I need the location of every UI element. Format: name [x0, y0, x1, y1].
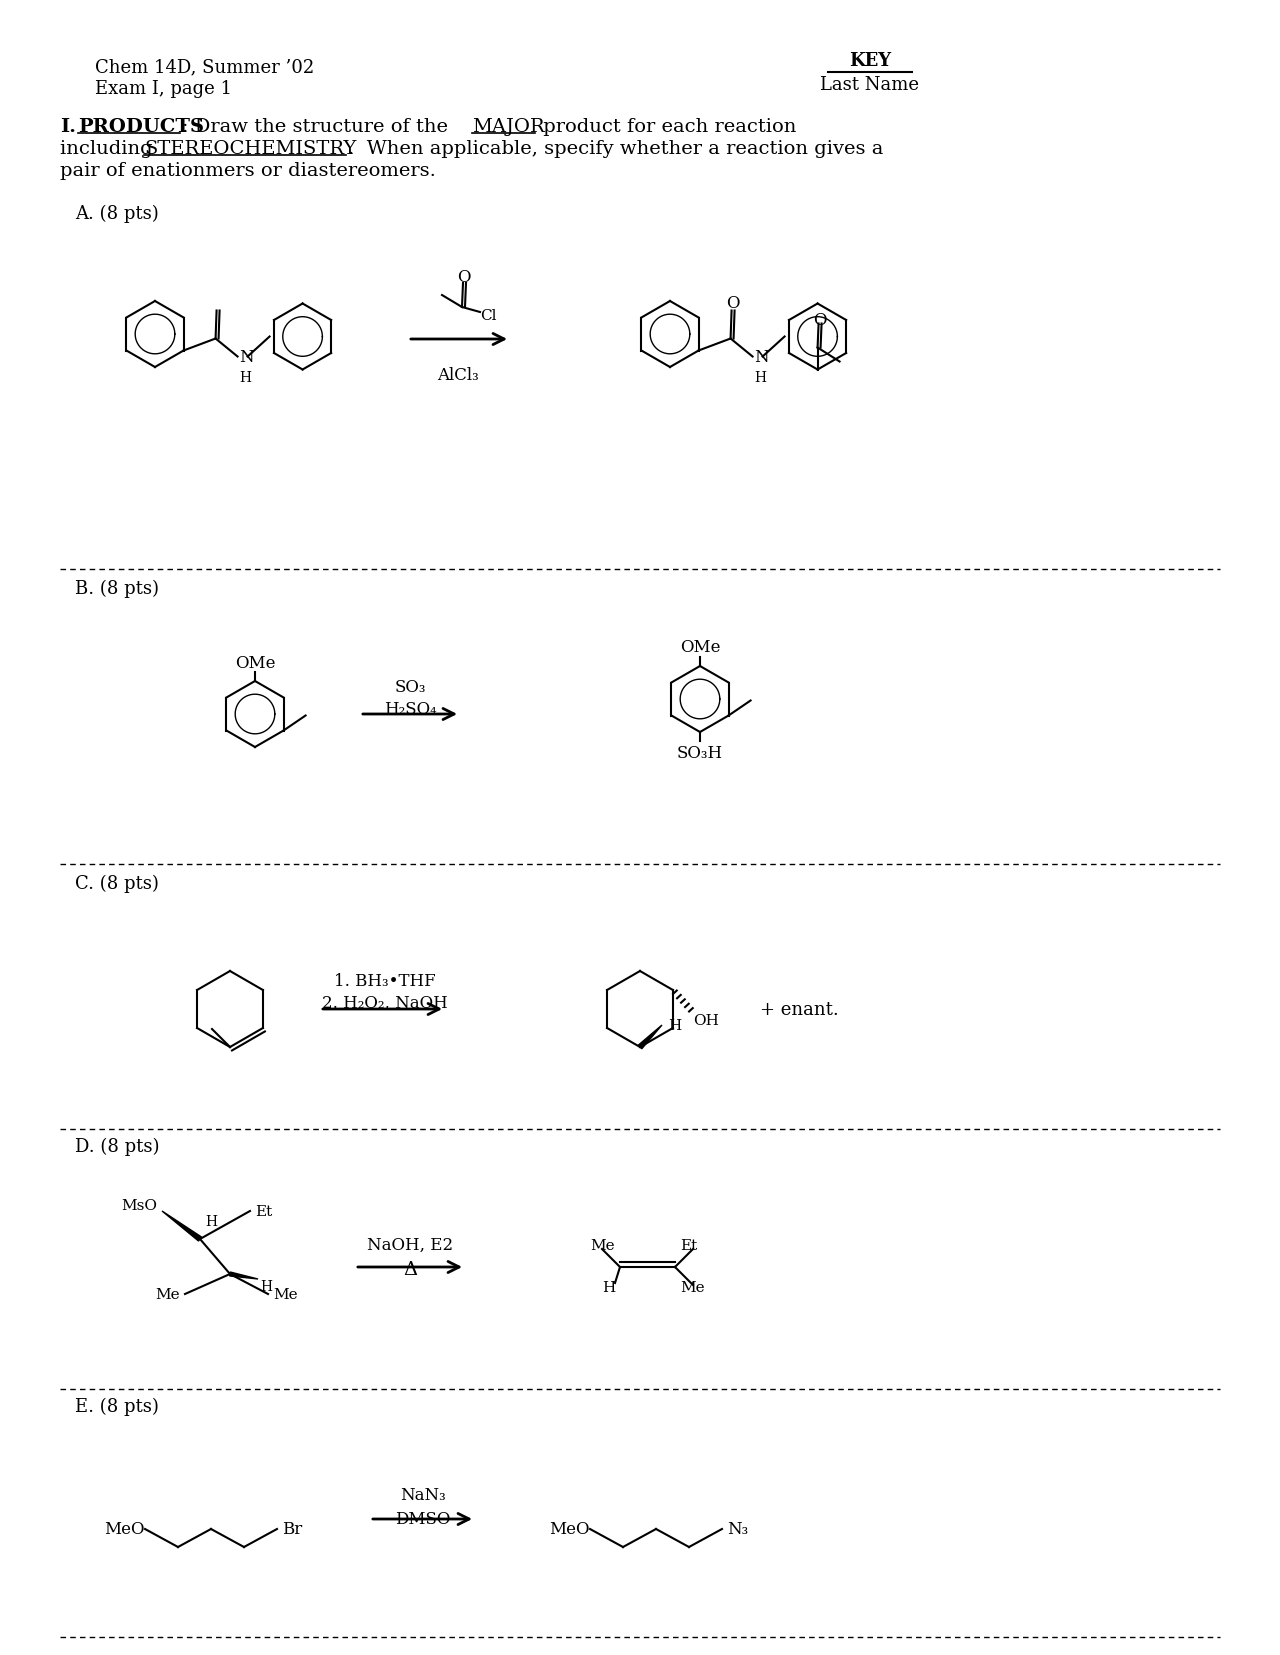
Text: C. (8 pts): C. (8 pts): [76, 874, 159, 892]
Text: AlCl₃: AlCl₃: [438, 366, 479, 384]
Text: H: H: [755, 371, 767, 386]
Text: 2. H₂O₂, NaOH: 2. H₂O₂, NaOH: [323, 995, 448, 1011]
Text: OH: OH: [692, 1013, 719, 1028]
Text: H: H: [260, 1279, 273, 1293]
Text: H: H: [239, 371, 252, 386]
Text: Et: Et: [255, 1205, 273, 1218]
Text: STEREOCHEMISTRY: STEREOCHEMISTRY: [143, 141, 356, 157]
Text: E. (8 pts): E. (8 pts): [76, 1397, 159, 1415]
Text: KEY: KEY: [849, 51, 891, 70]
Text: Me: Me: [155, 1288, 180, 1301]
Text: Me: Me: [590, 1238, 614, 1253]
Text: H: H: [205, 1215, 218, 1228]
Text: MAJOR: MAJOR: [472, 118, 545, 136]
Text: 1. BH₃•THF: 1. BH₃•THF: [334, 973, 436, 990]
Text: PRODUCTS: PRODUCTS: [78, 118, 204, 136]
Text: Chem 14D, Summer ’02: Chem 14D, Summer ’02: [95, 58, 315, 76]
Text: OMe: OMe: [680, 639, 721, 655]
Polygon shape: [163, 1211, 201, 1241]
Text: .  When applicable, specify whether a reaction gives a: . When applicable, specify whether a rea…: [348, 141, 883, 157]
Text: NaOH, E2: NaOH, E2: [367, 1236, 453, 1253]
Text: Δ: Δ: [403, 1259, 417, 1278]
Text: H₂SO₄: H₂SO₄: [384, 702, 436, 718]
Text: B. (8 pts): B. (8 pts): [76, 579, 159, 597]
Text: O: O: [813, 311, 827, 329]
Text: Me: Me: [273, 1288, 298, 1301]
Text: H: H: [668, 1018, 681, 1033]
Text: MsO: MsO: [122, 1198, 157, 1211]
Text: N: N: [239, 349, 255, 366]
Polygon shape: [229, 1273, 259, 1279]
Text: MeO: MeO: [105, 1521, 145, 1537]
Text: Me: Me: [680, 1281, 704, 1294]
Text: OMe: OMe: [234, 654, 275, 670]
Text: Exam I, page 1: Exam I, page 1: [95, 79, 232, 98]
Text: + enant.: + enant.: [760, 1000, 838, 1018]
Text: I.: I.: [60, 118, 76, 136]
Text: MeO: MeO: [549, 1521, 590, 1537]
Text: N₃: N₃: [727, 1521, 749, 1537]
Text: D. (8 pts): D. (8 pts): [76, 1137, 160, 1155]
Text: N: N: [755, 349, 769, 366]
Text: Cl: Cl: [480, 309, 497, 323]
Text: SO₃H: SO₃H: [677, 745, 723, 761]
Text: including: including: [60, 141, 159, 157]
Text: product for each reaction: product for each reaction: [538, 118, 796, 136]
Text: O: O: [457, 270, 471, 286]
Text: SO₃: SO₃: [394, 679, 426, 697]
Text: H: H: [602, 1281, 614, 1294]
Polygon shape: [639, 1026, 662, 1049]
Text: Et: Et: [680, 1238, 698, 1253]
Text: : Draw the structure of the: : Draw the structure of the: [182, 118, 454, 136]
Text: A. (8 pts): A. (8 pts): [76, 205, 159, 223]
Text: Br: Br: [282, 1521, 302, 1537]
Text: Last Name: Last Name: [820, 76, 919, 94]
Text: pair of enationmers or diastereomers.: pair of enationmers or diastereomers.: [60, 162, 436, 180]
Text: O: O: [726, 295, 740, 311]
Text: DMSO: DMSO: [396, 1511, 451, 1528]
Text: NaN₃: NaN₃: [401, 1486, 445, 1504]
